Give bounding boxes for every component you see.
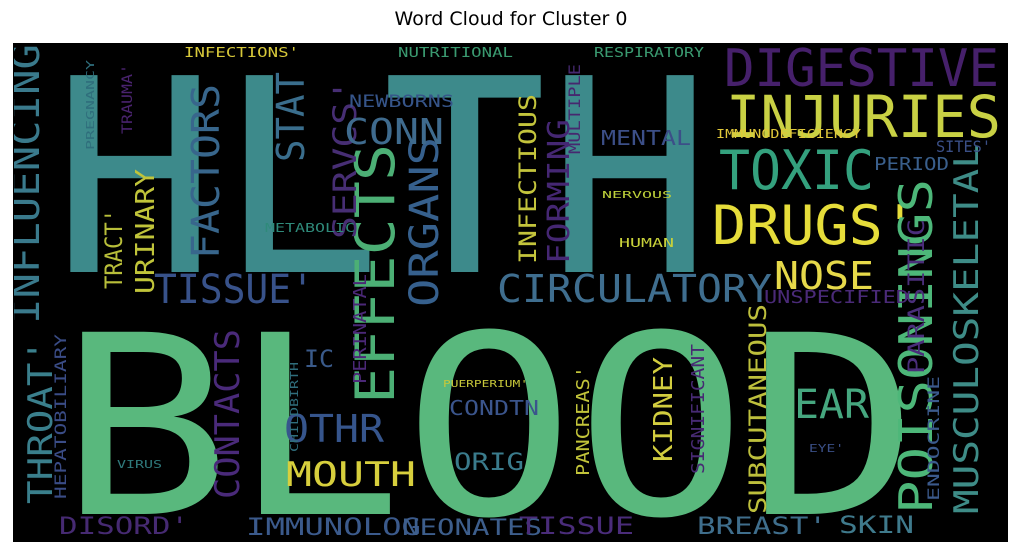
word-ic: IC [304,345,334,373]
word-multiple: MULTIPLE [565,64,584,154]
word-subcutaneous: SUBCUTANEOUS [744,304,772,514]
word-eye: EYE' [809,442,844,455]
word-servcs: SERVCS' [326,79,364,239]
word-nose: NOSE [774,254,874,298]
word-factors: FACTORS [184,84,228,259]
word-condtn: CONDTN [449,396,539,420]
word-period: PERIOD [874,154,949,175]
word-digestive: DIGESTIVE [724,44,999,99]
word-injuries: INJURIES [726,83,1001,151]
word-respiratory: RESPIRATORY [594,46,704,61]
word-unspecified: UNSPECIFIED [764,287,909,308]
word-pancreas: PANCREAS' [573,366,594,476]
word-tissue: TISSUE [519,512,634,540]
word-forming: FORMING [542,119,577,264]
word-newborns: NEWBORNS [349,92,454,112]
word-urinary: URINARY [131,169,161,294]
word-infections: INFECTIONS' [184,46,299,61]
word-stat: STAT [269,72,313,162]
word-drugs: DRUGS' [712,194,917,257]
word-orig: ORIG [454,448,524,476]
word-tissue: TISSUE' [154,267,314,313]
word-influencing: INFLUENCING [14,44,48,324]
word-poisonings: POISONINGS [889,179,943,514]
word-neonates: NEONATES [402,516,542,541]
word-othr: OTHR [284,407,384,451]
word-infectious: INFECTIOUS [514,94,542,264]
word-tract: TRACT' [100,209,128,289]
word-immunodeficiency: IMMUNODEFICIENCY [716,127,862,141]
word-contacts: CONTACTS [208,329,248,499]
word-circulatory: CIRCULATORY [497,267,772,311]
word-skin: SKIN [839,511,914,539]
word-hepatobiliary: HEPATOBILIARY [51,334,70,499]
word-kidney: KIDNEY [649,357,679,462]
word-perinatal: PERINATAL [350,274,371,384]
word-throat: THROAT' [21,339,61,504]
word-puerperium: PUERPERIUM' [443,379,528,390]
word-mental: MENTAL [601,126,691,150]
word-pregnancy: PREGNANCY [84,59,97,150]
word-trauma: TRAUMA' [120,64,136,134]
word-endocrine: ENDOCRINE [924,376,943,501]
word-immunolog: IMMUNOLOG [246,513,421,541]
word-human: HUMAN [619,236,674,250]
word-hlth: HLTH [52,44,712,336]
word-metabolic: METABOLIC [265,221,355,235]
word-breast: BREAST' [697,512,827,540]
word-significant: SIGNIFICANT [688,344,709,474]
word-blood: BLOOD [59,282,919,541]
word-virus: VIRUS [117,458,162,471]
word-parasitic: PARASITIC [905,219,930,374]
word-nervous: NERVOUS [602,190,672,201]
word-nutritional: NUTRITIONAL [398,46,513,61]
word-childbirth: CHILDBIRTH [288,362,301,452]
word-effects: EFFECTS [344,144,407,404]
word-musculoskeletal: MUSCULOSKELETAL [947,144,987,514]
word-disord: DISORD' [59,512,189,540]
word-conn: CONN [344,112,444,153]
chart-title: Word Cloud for Cluster 0 [394,8,628,30]
word-ear: EAR [794,382,870,428]
word-sites: SITES' [936,137,991,156]
word-mouth: MOUTH [286,455,416,495]
word-toxic: TOXIC [719,139,874,202]
word-cloud-canvas: HLTH BLOOD INJURIES DIGESTIVE TOXIC DRUGS' POI… [13,43,1008,542]
word-organs: ORGANS [402,137,448,307]
